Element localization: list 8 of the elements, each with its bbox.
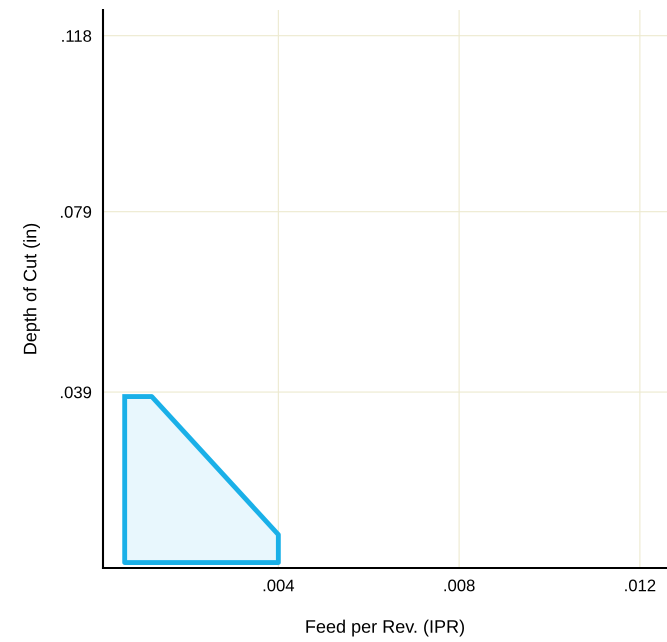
y-tick-label: .079 (60, 206, 92, 218)
x-tick-label: .008 (444, 580, 475, 592)
y-tick-label: .039 (60, 386, 92, 398)
x-tick-label: .004 (264, 580, 294, 592)
y-tick-label: .118 (62, 30, 92, 42)
x-axis-title: Feed per Rev. (IPR) (306, 620, 464, 636)
y-axis-title: Depth of Cut (in) (23, 224, 40, 354)
x-tick-label: .012 (625, 580, 656, 592)
